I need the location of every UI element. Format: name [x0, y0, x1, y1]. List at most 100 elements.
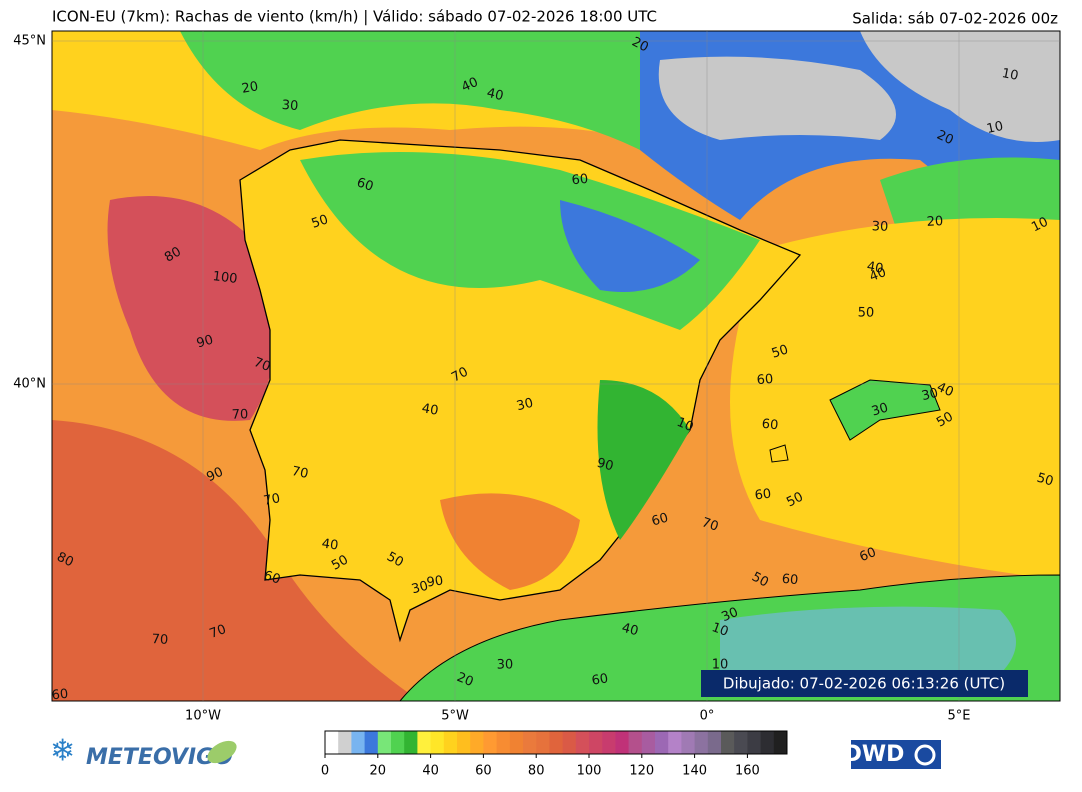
colorbar-cell: [615, 731, 630, 754]
title: ICON-EU (7km): Rachas de viento (km/h) |…: [52, 8, 657, 26]
dwd-icon: [914, 744, 936, 766]
contour-label: 20: [934, 128, 955, 149]
contour-label: 100: [212, 269, 238, 287]
contour-label: 70: [262, 491, 281, 509]
colorbar-cell: [430, 731, 445, 754]
contour-label: 40: [868, 265, 889, 285]
contour-label: 60: [51, 687, 69, 704]
map-frame: [51, 30, 1061, 702]
contour-label: 60: [756, 372, 774, 388]
colorbar-cell: [602, 731, 616, 754]
colorbar-cell: [641, 731, 656, 754]
contour-label: 60: [858, 545, 879, 565]
contour-label: 60: [355, 175, 375, 194]
colorbar-tick-label: 80: [528, 764, 545, 779]
colorbar-cell: [457, 731, 471, 754]
colorbar-cell: [509, 731, 524, 754]
contour-label: 30: [497, 657, 514, 672]
mallorca: [829, 379, 941, 441]
lon-label: 0°: [700, 709, 715, 724]
east-green: [597, 380, 690, 540]
contour-label: 10: [1000, 66, 1019, 84]
colorbar-cell: [549, 731, 564, 754]
colorbar-tick-label: 20: [370, 764, 387, 779]
colorbar-cell: [694, 731, 709, 754]
logo-left: ❄ METEOVIGO: [50, 734, 237, 770]
colorbar-cell: [496, 731, 511, 754]
contour-label: 40: [620, 621, 640, 640]
contour-label: 30: [870, 400, 890, 419]
colorbar-cell: [483, 731, 498, 754]
contour-label: 30: [410, 579, 430, 598]
contour-label: 50: [784, 490, 806, 511]
contour-label: 90: [204, 465, 225, 486]
colorbar-cell: [338, 731, 352, 754]
contour-label: 30: [871, 219, 888, 235]
contour-label: 80: [54, 550, 75, 571]
biscay-green: [180, 31, 640, 150]
colorbar-cell: [707, 731, 722, 754]
colorbar-tick-label: 100: [577, 764, 602, 779]
contour-label: 10: [1029, 215, 1050, 236]
alps-gray: [860, 31, 1060, 142]
contour-label: 90: [595, 456, 615, 475]
lat-label: 40°N: [13, 377, 46, 392]
contour-label: 50: [770, 342, 790, 361]
colorbar-cell: [536, 731, 550, 754]
colorbar-cell: [575, 731, 590, 754]
france-gray: [658, 56, 896, 140]
contour-label: 50: [384, 549, 406, 570]
colorbar-cell: [655, 731, 669, 754]
colorbar-cell: [391, 731, 405, 754]
contour-label: 60: [591, 671, 610, 688]
dwd-text: DWD: [844, 742, 905, 767]
lat-label: 45°N: [13, 34, 46, 49]
colorbar-cell: [668, 731, 682, 754]
contour-label: 70: [208, 622, 229, 642]
contour-label: 40: [485, 86, 504, 104]
contour-label: 20: [926, 214, 943, 230]
contour-label: 70: [151, 632, 168, 648]
drawn-time: Dibujado: 07-02-2026 06:13:26 (UTC): [723, 675, 1005, 693]
colorbar-cell: [734, 731, 748, 754]
contour-label: 40: [421, 401, 440, 418]
contour-label: 50: [1035, 471, 1055, 490]
contour-label: 50: [858, 305, 875, 320]
contour-label: 80: [162, 244, 184, 265]
contour-label: 70: [449, 364, 471, 385]
colorbar-cell: [364, 731, 379, 754]
colorbar-cell: [523, 731, 537, 754]
betic-orange: [440, 493, 580, 590]
contour-label: 60: [571, 172, 589, 188]
colorbar-tick-label: 160: [735, 764, 760, 779]
contour-label: 40: [934, 380, 955, 400]
ebro-blue: [560, 200, 700, 292]
map-area: [52, 31, 1060, 701]
colorbar-cell: [351, 731, 366, 754]
contour-label: 70: [290, 464, 309, 482]
colorbar-tick-label: 60: [475, 764, 492, 779]
colorbar-cell: [747, 731, 762, 754]
colorbar-tick-label: 0: [321, 764, 329, 779]
contour-label: 30: [515, 396, 535, 415]
contour-label: 70: [700, 515, 721, 535]
snowflake-icon: ❄: [50, 734, 75, 769]
lon-label: 10°W: [185, 709, 221, 724]
contour-label: 70: [252, 355, 273, 375]
contour-label: 50: [749, 569, 771, 590]
contour-label: 90: [195, 333, 215, 352]
contour-label: 10: [674, 415, 695, 435]
contour-label: 60: [262, 568, 282, 587]
ibiza: [769, 444, 789, 463]
contour-label: 40: [459, 75, 480, 95]
contour-label: 50: [310, 212, 331, 232]
colorbar-tick-label: 140: [682, 764, 707, 779]
colorbar-cell: [589, 731, 603, 754]
colorbar-cell: [325, 731, 339, 754]
contour-label: 10: [712, 658, 729, 673]
colorbar-cell: [562, 731, 577, 754]
contour-label: 20: [629, 35, 651, 56]
run-time: Salida: sáb 07-02-2026 00z: [852, 10, 1058, 28]
